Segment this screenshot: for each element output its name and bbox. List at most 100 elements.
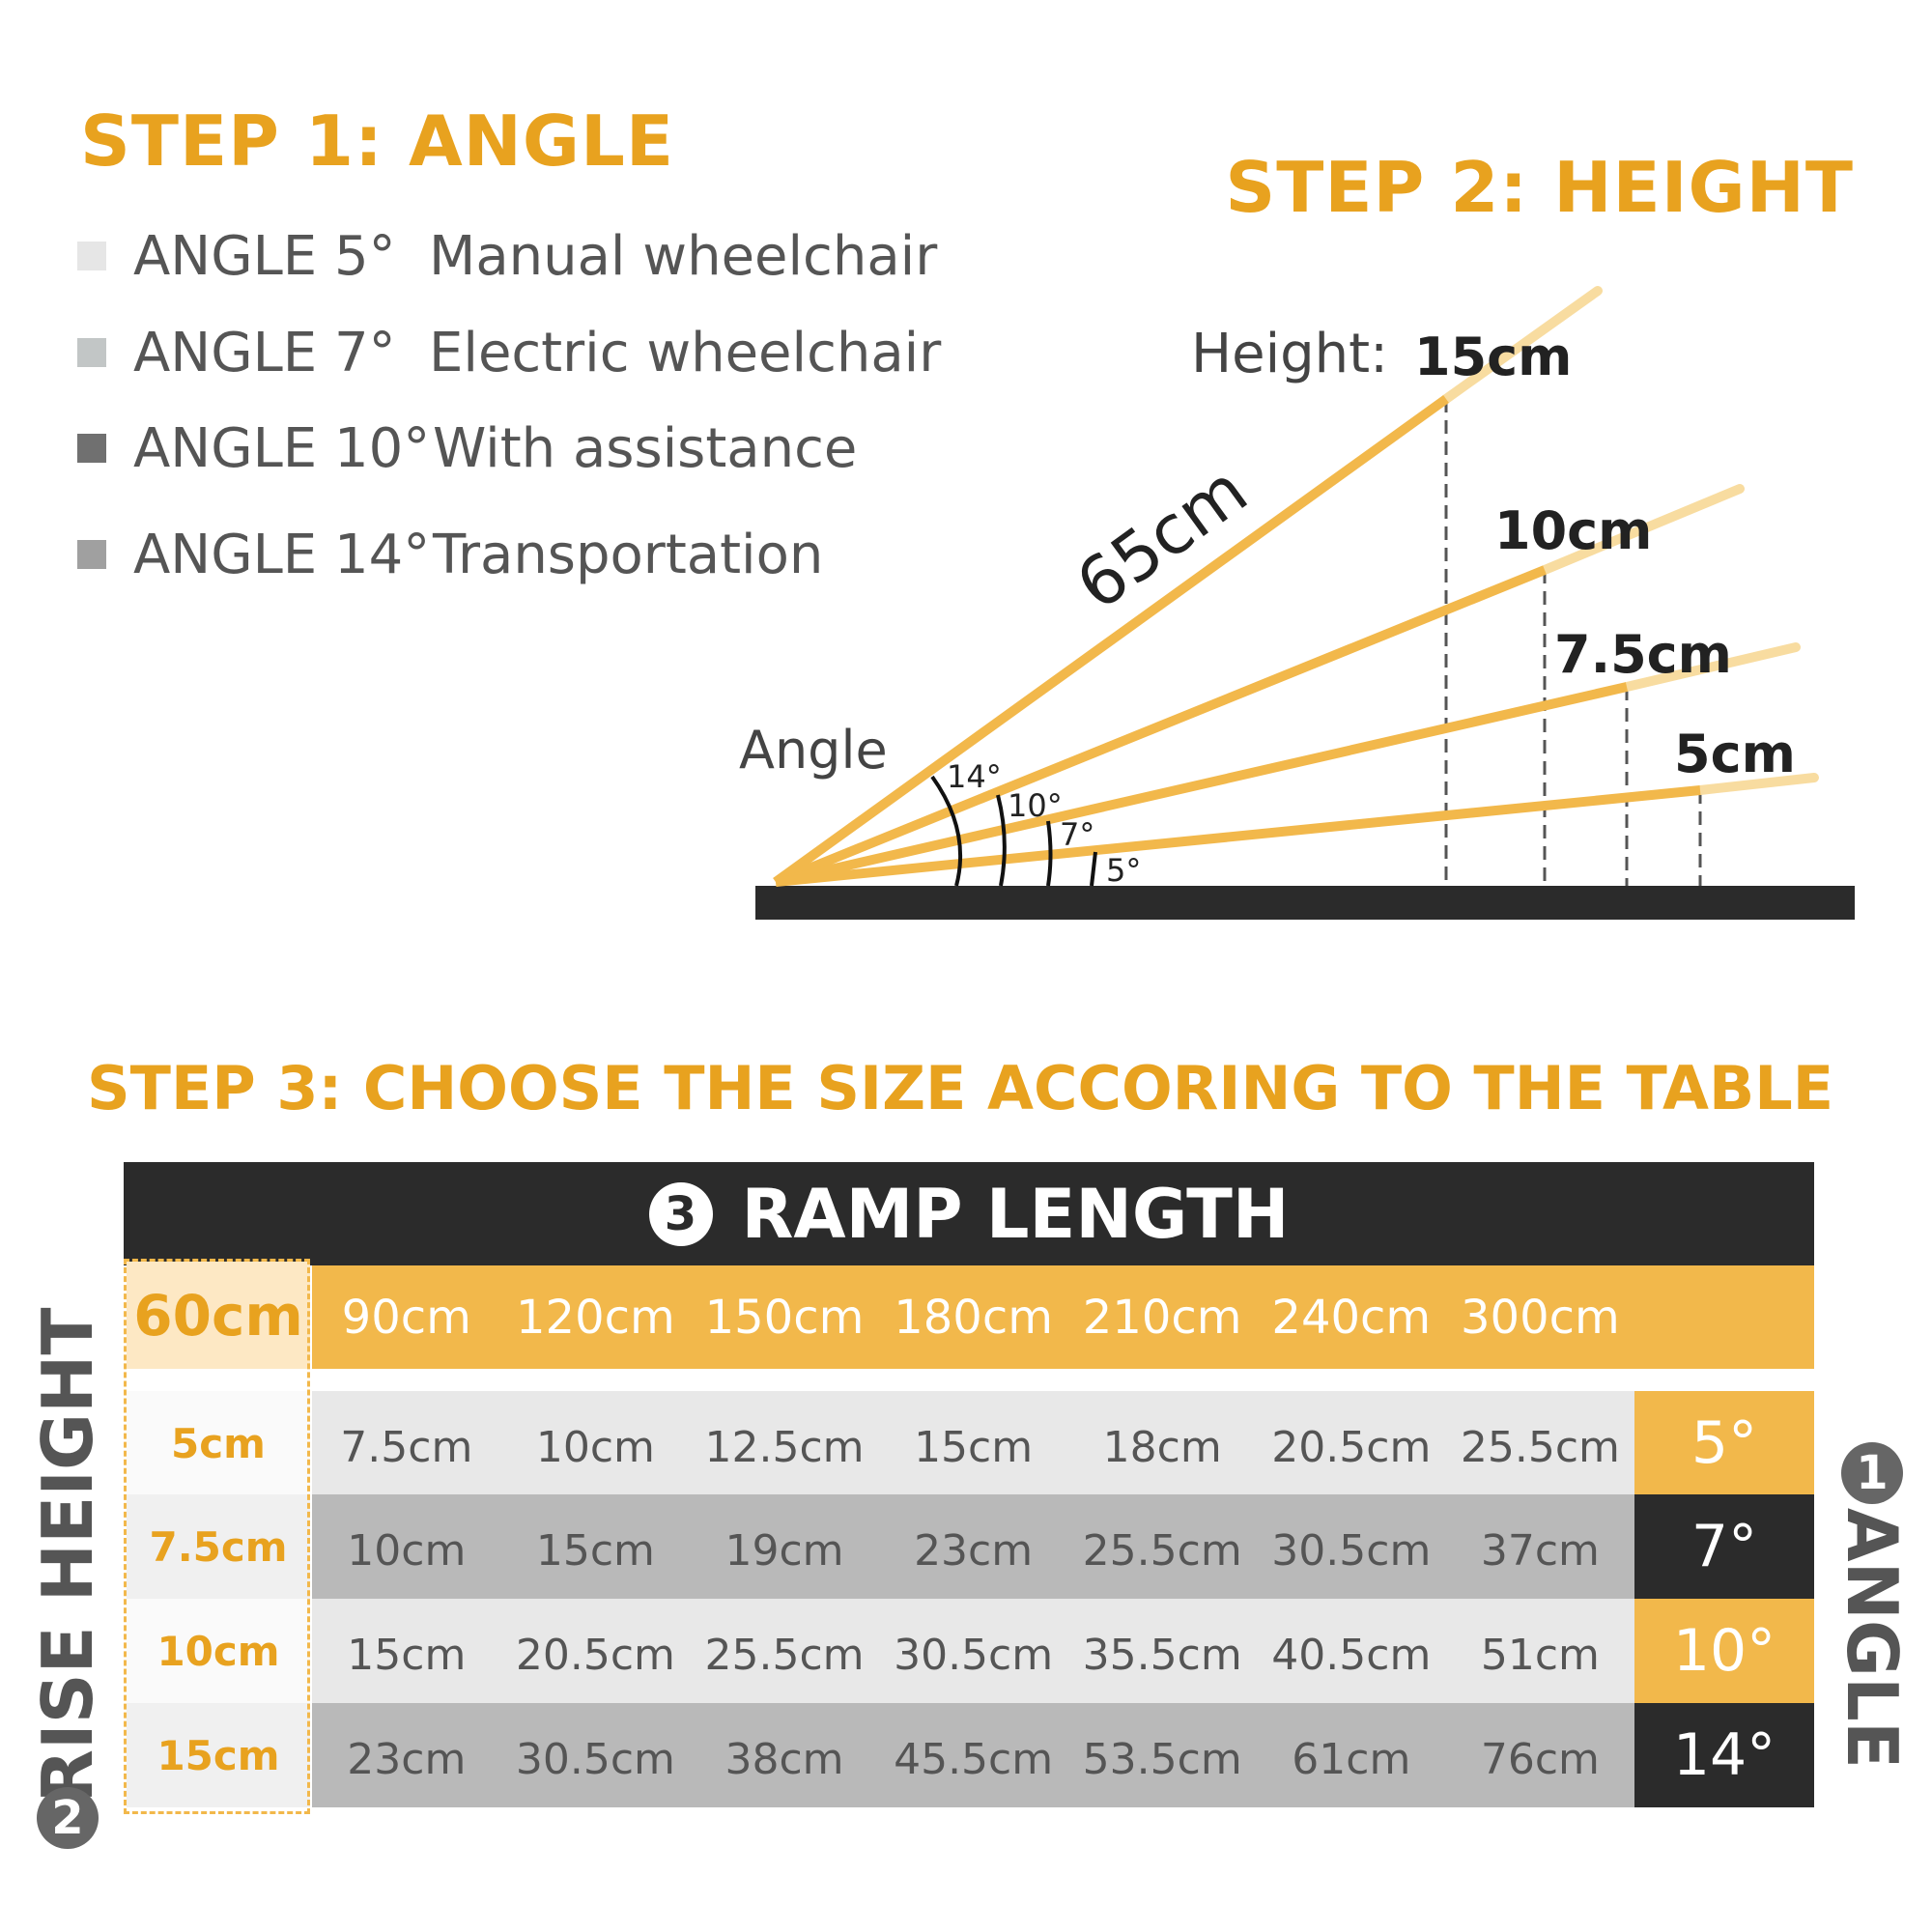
step-3-badge: 3 xyxy=(648,1181,713,1246)
row-background xyxy=(312,1391,1634,1495)
legend-item: ANGLE 7° Electric wheelchair xyxy=(77,314,941,391)
legend-swatch xyxy=(77,242,106,270)
height-value-cell: 51cm xyxy=(1480,1630,1600,1680)
ramp-line-7 xyxy=(774,682,1629,887)
legend-label: ANGLE 14° xyxy=(133,523,431,586)
height-value-cell: 10cm xyxy=(347,1525,467,1576)
ramp-line-14 xyxy=(773,394,1449,887)
rise-height-title: RISE HEIGHT xyxy=(27,1307,108,1804)
height-value-cell: 23cm xyxy=(347,1734,467,1784)
height-value-cell: 25.5cm xyxy=(1082,1525,1242,1576)
height-value-cell: 15cm xyxy=(914,1422,1034,1472)
rise-height-cell: 15cm xyxy=(127,1703,310,1807)
height-value-cell: 25.5cm xyxy=(1460,1422,1620,1472)
height-value-cell: 40.5cm xyxy=(1271,1630,1432,1680)
legend-label: ANGLE 10° xyxy=(133,416,431,480)
height-value-cell: 18cm xyxy=(1102,1422,1222,1472)
legend-swatch xyxy=(77,434,106,463)
length-header-cell: 300cm xyxy=(1461,1290,1620,1345)
height-value-cell: 20.5cm xyxy=(515,1630,675,1680)
angle-7-label: 7° xyxy=(1060,816,1094,853)
arc-14 xyxy=(930,775,963,887)
height-value-cell: 76cm xyxy=(1480,1734,1600,1784)
angle-5-label: 5° xyxy=(1106,852,1141,889)
angle-cell: 5° xyxy=(1634,1391,1814,1495)
row-background xyxy=(312,1494,1634,1599)
height-value-cell: 35.5cm xyxy=(1082,1630,1242,1680)
ramp-length-title: RAMP LENGTH xyxy=(741,1174,1290,1254)
legend-desc: Electric wheelchair xyxy=(429,321,942,384)
angle-10-label: 10° xyxy=(1008,787,1063,824)
length-header-cell: 180cm xyxy=(894,1290,1053,1345)
angle-cell: 10° xyxy=(1634,1599,1814,1703)
height-5: 5cm xyxy=(1674,724,1796,784)
legend-item: ANGLE 5° Manual wheelchair xyxy=(77,217,937,295)
height-value-cell: 19cm xyxy=(724,1525,844,1576)
height-10: 10cm xyxy=(1494,500,1652,561)
legend-label: ANGLE 7° xyxy=(133,321,396,384)
length-header-cell: 60cm xyxy=(127,1262,310,1369)
length-header-cell: 240cm xyxy=(1271,1290,1432,1345)
angle-title: ANGLE xyxy=(1832,1507,1913,1770)
ramp-length-header: 3 RAMP LENGTH xyxy=(124,1162,1814,1265)
legend-item: ANGLE 14° Transportation xyxy=(77,516,823,593)
height-value-cell: 10cm xyxy=(535,1422,655,1472)
height-value-cell: 23cm xyxy=(914,1525,1034,1576)
length-header-cell: 210cm xyxy=(1082,1290,1242,1345)
legend-desc: Manual wheelchair xyxy=(429,224,938,288)
arc-7 xyxy=(1046,820,1053,887)
angle-cell: 7° xyxy=(1634,1494,1814,1599)
step1-title: STEP 1: ANGLE xyxy=(80,100,675,182)
row-background xyxy=(312,1703,1634,1807)
arc-10 xyxy=(996,794,1007,887)
ramp-extension-14 xyxy=(1441,286,1603,404)
length-header-cell: 150cm xyxy=(704,1290,865,1345)
rise-height-cell: 5cm xyxy=(127,1391,310,1495)
height-value-cell: 45.5cm xyxy=(894,1734,1054,1784)
height-value-cell: 38cm xyxy=(724,1734,844,1784)
length-header-cell: 90cm xyxy=(341,1290,471,1345)
ramp-angle-diagram: Height: 15cm 10cm 7.5cm 5cm 65cm Angle 1… xyxy=(739,286,1855,920)
ramp-extension-5 xyxy=(1695,773,1819,795)
angle-cell: 14° xyxy=(1634,1703,1814,1807)
height-15: 15cm xyxy=(1414,327,1572,387)
height-value-cell: 25.5cm xyxy=(704,1630,865,1680)
height-value-cell: 15cm xyxy=(347,1630,467,1680)
legend-desc: With assistance xyxy=(433,416,858,480)
step-1-badge: 1 xyxy=(1841,1442,1903,1504)
rise-height-cell: 7.5cm xyxy=(127,1494,310,1599)
ramp-line-5 xyxy=(775,785,1701,887)
height-value-cell: 30.5cm xyxy=(515,1734,675,1784)
height-7-5: 7.5cm xyxy=(1554,624,1732,685)
height-value-cell: 30.5cm xyxy=(1271,1525,1432,1576)
length-header-cell: 120cm xyxy=(516,1290,675,1345)
ramp-line-10 xyxy=(774,565,1547,887)
rise-height-cell: 10cm xyxy=(127,1599,310,1703)
angle-14-label: 14° xyxy=(947,758,1002,795)
ramp-extension-7 xyxy=(1622,642,1801,692)
height-value-cell: 61cm xyxy=(1292,1734,1411,1784)
row-background xyxy=(312,1599,1634,1703)
legend-item: ANGLE 10° With assistance xyxy=(77,410,857,487)
legend-swatch xyxy=(77,540,106,569)
height-value-cell: 12.5cm xyxy=(704,1422,865,1472)
ramp-length-row xyxy=(312,1265,1814,1369)
height-label: Height: xyxy=(1191,323,1388,385)
legend-label: ANGLE 5° xyxy=(133,224,396,288)
step3-title: STEP 3: CHOOSE THE SIZE ACCORING TO THE … xyxy=(87,1053,1834,1123)
step-2-badge: 2 xyxy=(37,1787,99,1849)
height-value-cell: 20.5cm xyxy=(1271,1422,1432,1472)
height-value-cell: 37cm xyxy=(1480,1525,1600,1576)
arc-5 xyxy=(1090,851,1097,887)
selected-length-column xyxy=(124,1259,310,1814)
ground-bar xyxy=(755,886,1855,920)
height-value-cell: 30.5cm xyxy=(894,1630,1054,1680)
height-value-cell: 15cm xyxy=(535,1525,655,1576)
height-value-cell: 7.5cm xyxy=(340,1422,473,1472)
ramp-extension-10 xyxy=(1540,484,1745,575)
legend-desc: Transportation xyxy=(433,523,824,586)
step2-title: STEP 2: HEIGHT xyxy=(1225,147,1854,228)
legend-swatch xyxy=(77,338,106,367)
height-value-cell: 53.5cm xyxy=(1082,1734,1242,1784)
angle-label: Angle xyxy=(739,720,888,781)
